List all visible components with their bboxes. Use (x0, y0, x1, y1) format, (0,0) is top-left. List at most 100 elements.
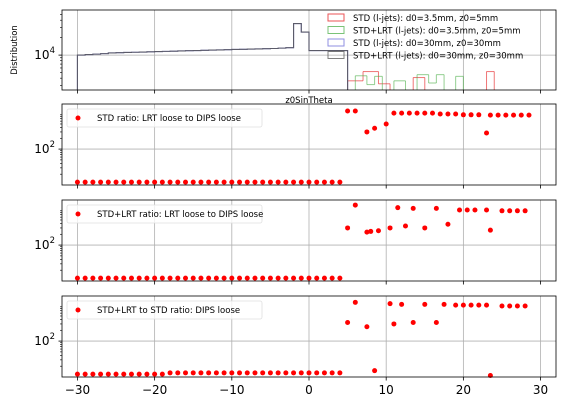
y-tick-label-base: 10 (34, 238, 49, 252)
legend-marker (75, 115, 81, 121)
data-point (522, 303, 528, 309)
data-point (453, 302, 459, 308)
data-point (399, 301, 405, 307)
data-point (121, 179, 127, 185)
data-point (298, 275, 304, 281)
data-point (433, 205, 439, 211)
legend-box (66, 300, 263, 320)
data-point (98, 371, 104, 377)
data-point (113, 275, 119, 281)
distribution-panel: 104 Distribution z0SinTheta STD (l-jets): d… (10, 9, 557, 106)
y-axis-label: Distribution (10, 25, 20, 75)
data-point (237, 370, 243, 376)
data-point (175, 275, 181, 281)
data-point (352, 108, 358, 114)
data-point (74, 179, 80, 185)
data-point (121, 275, 127, 281)
std-ratio-panel: 102 STD ratio: LRT loose to DIPS loose (34, 103, 557, 189)
data-point (441, 301, 447, 307)
data-point (383, 121, 389, 127)
data-point (90, 371, 96, 377)
data-point (422, 301, 428, 307)
data-point (337, 275, 343, 281)
data-point (306, 179, 312, 185)
data-point (484, 130, 490, 136)
data-point (190, 275, 196, 281)
data-point (430, 110, 435, 116)
data-point (190, 179, 196, 185)
data-point (152, 371, 158, 377)
data-point (198, 275, 204, 281)
data-point (472, 207, 478, 213)
x-tick-label: −30 (65, 383, 90, 397)
x-tick-label: −20 (142, 383, 167, 397)
data-point (314, 370, 320, 376)
data-point (321, 370, 327, 376)
data-point (90, 179, 96, 185)
data-point (487, 112, 493, 118)
data-point (90, 275, 96, 281)
data-point (422, 110, 428, 116)
data-point (260, 179, 266, 185)
data-point (167, 179, 173, 185)
axes-frame (61, 295, 557, 378)
data-point (526, 112, 532, 118)
data-point (511, 112, 517, 118)
data-point (387, 301, 393, 307)
data-point (484, 207, 490, 213)
data-point (206, 275, 212, 281)
y-tick-label: 102 (34, 140, 55, 156)
data-point (121, 371, 127, 377)
data-point (321, 275, 327, 281)
data-point (74, 275, 80, 281)
data-point (82, 179, 88, 185)
data-point (406, 110, 412, 116)
data-point (213, 179, 219, 185)
data-point (267, 275, 273, 281)
data-point (98, 179, 104, 185)
data-point (198, 370, 204, 376)
x-tick-label: 10 (379, 383, 394, 397)
data-point (213, 370, 219, 376)
histogram-line-3 (76, 23, 349, 90)
data-point (453, 111, 459, 117)
data-point (229, 370, 235, 376)
legend-swatch (327, 26, 345, 34)
data-point (329, 370, 335, 376)
data-point (152, 275, 158, 281)
x-tick-label: 20 (456, 383, 471, 397)
legend-marker (75, 307, 81, 313)
data-point (167, 370, 173, 376)
y-tick-label-base: 10 (34, 48, 49, 62)
data-point (503, 112, 509, 118)
data-point (113, 371, 119, 377)
data-point (159, 371, 165, 377)
data-point (136, 179, 142, 185)
legend-label: STD ratio: LRT loose to DIPS loose (97, 114, 241, 124)
histogram-line-2 (76, 23, 349, 90)
y-tick-label-exponent: 2 (50, 332, 55, 342)
data-point (105, 371, 111, 377)
data-point (345, 225, 351, 231)
data-point (468, 112, 474, 118)
axes-frame (61, 199, 557, 282)
data-point (395, 205, 401, 211)
data-point (144, 275, 150, 281)
data-point (457, 207, 463, 213)
data-point (105, 179, 111, 185)
data-point (136, 275, 142, 281)
data-point (291, 179, 297, 185)
data-point (105, 275, 111, 281)
data-point (283, 179, 289, 185)
data-point (329, 275, 335, 281)
x-axis-label: z0SinTheta (285, 96, 332, 106)
legend-label: STD (l-jets): d0=30mm, z0=30mm (353, 39, 501, 49)
data-point (183, 275, 188, 281)
data-point (175, 179, 181, 185)
legend-box (66, 108, 263, 128)
data-point (487, 227, 493, 233)
data-point (387, 225, 393, 231)
data-point (113, 179, 119, 185)
legend-swatch (327, 13, 345, 22)
